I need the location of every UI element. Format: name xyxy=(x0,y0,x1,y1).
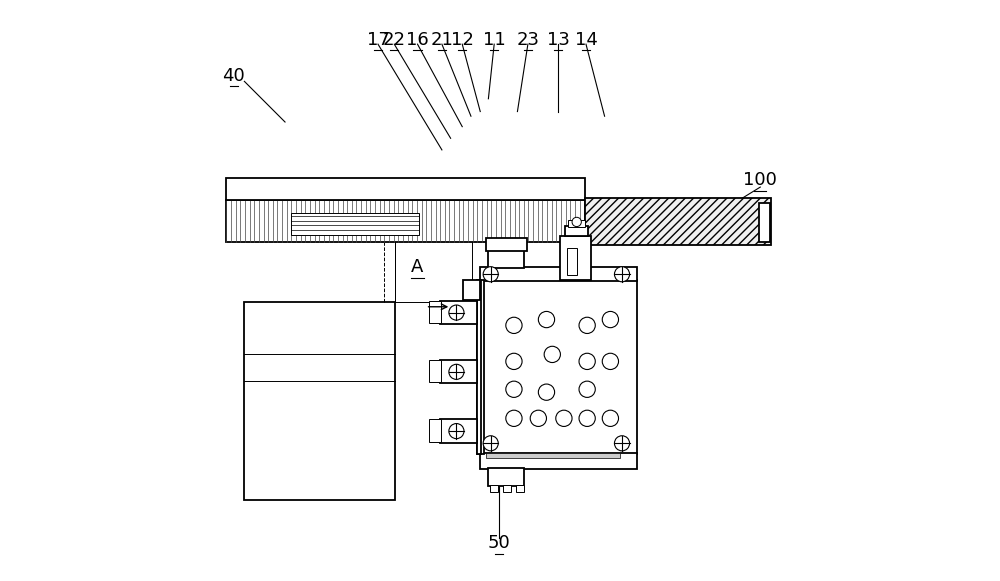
Circle shape xyxy=(614,436,630,451)
Bar xyxy=(480,267,637,281)
Circle shape xyxy=(579,410,595,426)
Bar xyxy=(429,360,441,382)
Circle shape xyxy=(483,267,498,282)
Bar xyxy=(560,236,591,280)
Text: 23: 23 xyxy=(516,31,539,48)
Bar xyxy=(226,200,585,242)
Circle shape xyxy=(572,217,581,227)
Bar xyxy=(759,203,770,242)
Bar xyxy=(488,468,524,486)
Text: 17: 17 xyxy=(367,31,389,48)
Text: 100: 100 xyxy=(743,171,777,189)
Circle shape xyxy=(556,410,572,426)
Bar xyxy=(585,198,771,245)
Circle shape xyxy=(483,436,498,451)
Bar xyxy=(480,280,637,454)
Bar xyxy=(567,248,577,275)
Bar xyxy=(568,220,585,227)
Text: 12: 12 xyxy=(451,31,474,48)
Bar xyxy=(429,419,441,442)
Text: 13: 13 xyxy=(547,31,570,48)
Text: A: A xyxy=(411,259,424,276)
Bar xyxy=(477,280,481,454)
Circle shape xyxy=(530,410,546,426)
Circle shape xyxy=(449,364,464,379)
Bar xyxy=(516,485,524,492)
Bar xyxy=(486,238,527,251)
Circle shape xyxy=(579,317,595,333)
Circle shape xyxy=(506,317,522,333)
Bar xyxy=(440,360,477,383)
Text: 50: 50 xyxy=(487,535,510,552)
Bar xyxy=(480,453,637,469)
Circle shape xyxy=(538,384,555,400)
Text: 40: 40 xyxy=(223,67,245,84)
Circle shape xyxy=(538,311,555,328)
Bar xyxy=(477,280,484,454)
Circle shape xyxy=(506,410,522,426)
Circle shape xyxy=(602,353,619,370)
Bar xyxy=(291,213,419,235)
Circle shape xyxy=(602,311,619,328)
Bar xyxy=(503,485,511,492)
Circle shape xyxy=(506,381,522,397)
Circle shape xyxy=(449,424,464,439)
Circle shape xyxy=(579,353,595,370)
Bar xyxy=(486,453,620,458)
Circle shape xyxy=(506,353,522,370)
Text: 22: 22 xyxy=(383,31,406,48)
Circle shape xyxy=(614,267,630,282)
Circle shape xyxy=(579,381,595,397)
Bar xyxy=(226,178,585,200)
Bar xyxy=(565,226,588,236)
Text: 21: 21 xyxy=(430,31,453,48)
Bar xyxy=(488,250,524,268)
Text: 16: 16 xyxy=(406,31,429,48)
Circle shape xyxy=(602,410,619,426)
Bar xyxy=(490,485,498,492)
Bar xyxy=(429,301,441,323)
Circle shape xyxy=(449,305,464,320)
Circle shape xyxy=(544,346,560,363)
Bar xyxy=(440,419,477,443)
Bar xyxy=(244,302,395,500)
Bar xyxy=(440,301,477,324)
Bar xyxy=(463,280,480,300)
Text: 14: 14 xyxy=(575,31,597,48)
Text: 11: 11 xyxy=(483,31,506,48)
